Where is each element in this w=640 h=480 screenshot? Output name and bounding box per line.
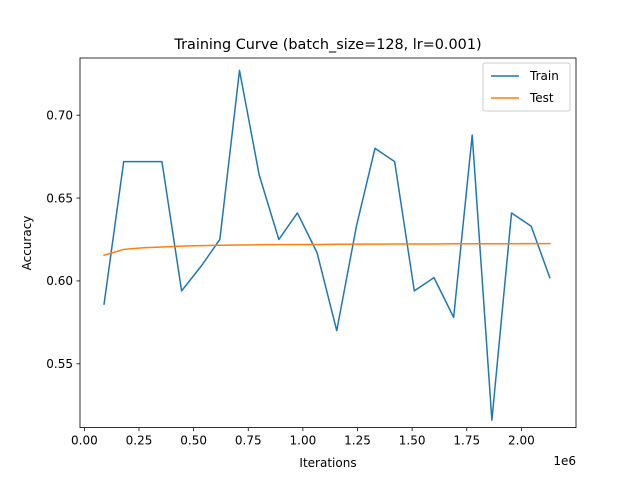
x-tick-label: 0.75 [235,434,262,448]
x-tick-label: 0.00 [71,434,98,448]
x-axis: 0.00 0.25 0.50 0.75 1.00 1.25 1.50 1.75 2.00 [71,427,535,448]
chart-title: Training Curve (batch_size=128, lr=0.001… [173,37,481,53]
series-line-train [103,69,551,421]
x-tick-label: 1.00 [290,434,317,448]
series-line-test [103,242,551,257]
x-axis-label: Iterations [299,456,356,470]
legend: Train Test [482,62,571,112]
legend-label-train: Train [529,69,559,83]
y-tick-label: 0.55 [46,357,73,371]
legend-label-test: Test [529,91,554,105]
series-layer [103,69,551,421]
x-tick-label: 0.25 [126,434,153,448]
y-tick-label: 0.65 [46,191,73,205]
x-tick-label: 1.50 [399,434,426,448]
y-axis-label: Accuracy [20,216,34,271]
x-tick-label: 0.50 [180,434,207,448]
y-axis: 0.55 0.60 0.65 0.70 [46,108,80,371]
legend-box [482,62,571,112]
plot-frame [79,57,577,429]
y-tick-label: 0.70 [46,108,73,122]
plot-area [79,57,577,429]
x-tick-label: 1.75 [453,434,480,448]
y-tick-label: 0.60 [46,274,73,288]
x-tick-label: 1.25 [344,434,371,448]
x-axis-offset-label: 1e6 [553,454,576,468]
x-tick-label: 2.00 [508,434,535,448]
